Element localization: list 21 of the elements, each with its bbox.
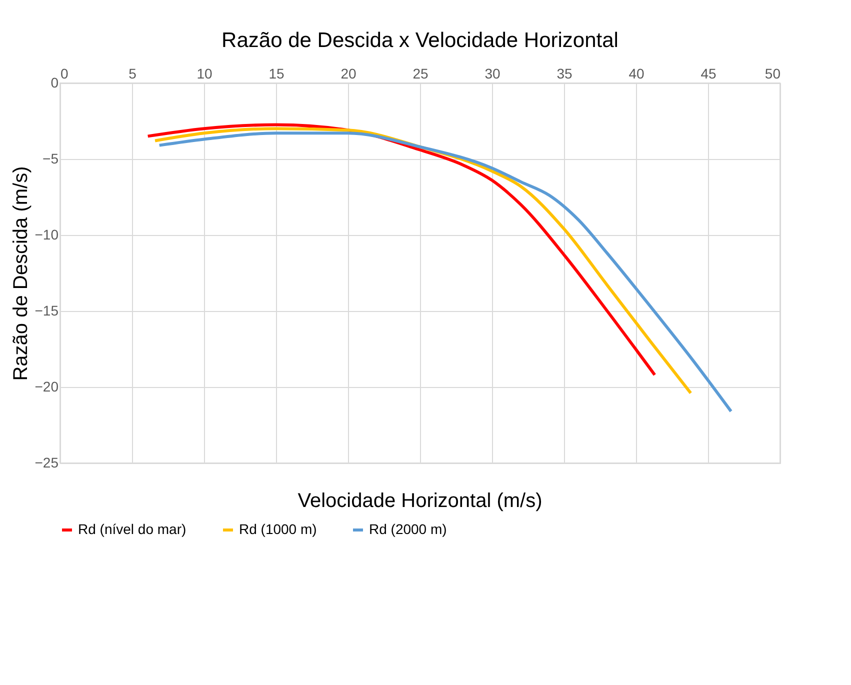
x-tick-label: 30: [484, 66, 500, 82]
legend-label: Rd (nível do mar): [78, 521, 186, 537]
x-axis-title: Velocidade Horizontal (m/s): [298, 490, 542, 512]
x-tick-label: 25: [412, 66, 428, 82]
legend-label: Rd (2000 m): [369, 521, 447, 537]
chart-title: Razão de Descida x Velocidade Horizontal: [222, 29, 618, 52]
x-tick-label: 50: [764, 66, 781, 82]
y-tick-label: −5: [42, 150, 59, 166]
x-tick-label: 15: [268, 66, 284, 82]
x-tick-label: 35: [556, 66, 572, 82]
x-tick-label: 10: [196, 66, 212, 82]
legend-label: Rd (1000 m): [239, 521, 317, 537]
x-tick-label: 40: [628, 66, 644, 82]
y-tick-label: −15: [34, 302, 59, 318]
y-axis-title: Razão de Descida (m/s): [10, 166, 32, 381]
x-tick-label: 45: [700, 66, 716, 82]
x-tick-label: 5: [128, 66, 137, 82]
y-tick-label: −25: [34, 454, 59, 470]
y-tick-label: −20: [34, 378, 59, 394]
y-tick-label: −10: [34, 226, 59, 242]
x-tick-label: 20: [340, 66, 356, 82]
